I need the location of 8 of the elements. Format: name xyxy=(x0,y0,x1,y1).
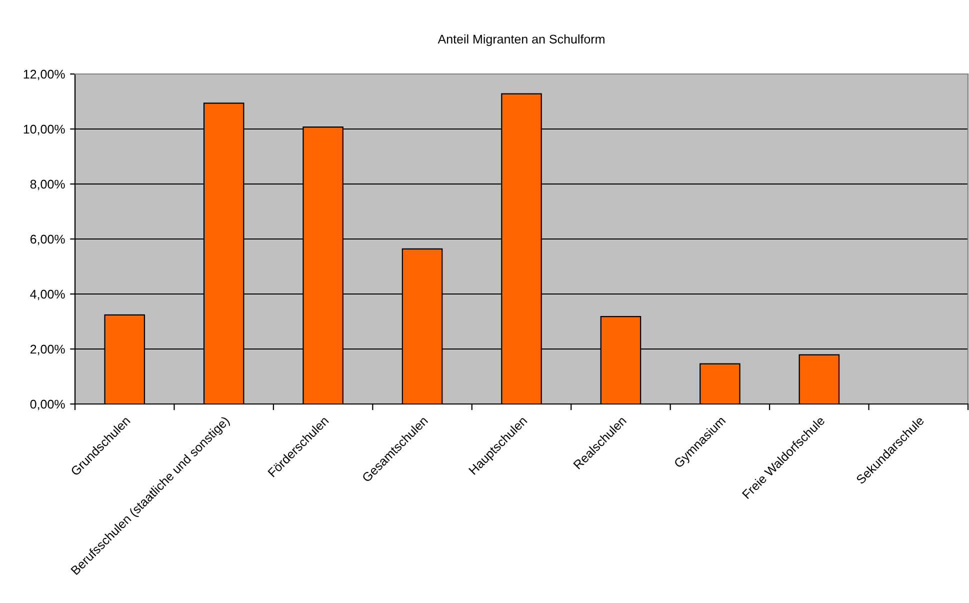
y-tick-label: 0,00% xyxy=(30,400,65,410)
y-tick-label: 4,00% xyxy=(30,290,65,300)
y-tick-label: 6,00% xyxy=(30,234,65,246)
y-tick-label: 12,00% xyxy=(24,70,65,80)
y-tick-label: 2,00% xyxy=(30,344,65,356)
y-tick-label: 8,00% xyxy=(30,180,65,190)
chart-title: Anteil Migranten an Schulform xyxy=(438,34,604,46)
y-tick-label: 10,00% xyxy=(24,124,65,136)
